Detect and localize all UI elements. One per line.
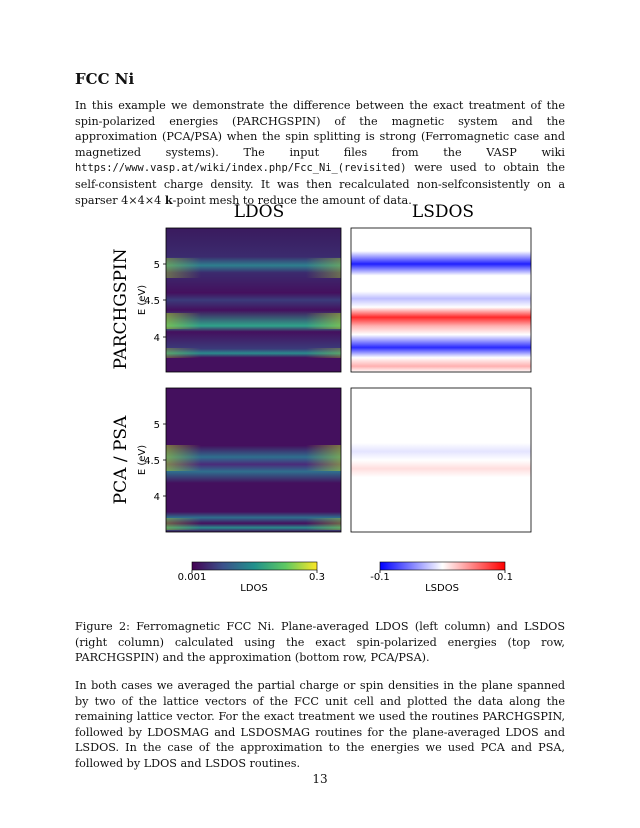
col-title-ldos: LDOS xyxy=(234,202,285,222)
panel-ldos-parchgspin xyxy=(165,227,342,373)
intro-paragraph: In this example we demonstrate the diffe… xyxy=(75,98,565,208)
ytick-label: 5 xyxy=(154,260,160,271)
kpoint-symbol: k xyxy=(164,192,173,207)
ytick-label: 4.5 xyxy=(144,456,160,467)
row-title-pca-psa: PCA / PSA xyxy=(111,415,131,504)
colorbar-ldos: 0.001 0.3 LDOS xyxy=(178,561,325,594)
colorbar-lsdos-min: -0.1 xyxy=(370,572,390,583)
wiki-url[interactable]: https://www.vasp.at/wiki/index.php/Fcc_N… xyxy=(75,162,407,175)
yticks-bottom: 5 4.5 4 xyxy=(144,420,166,503)
ytick-label: 4 xyxy=(154,492,160,503)
ytick-label: 5 xyxy=(154,420,160,431)
intro-text-a: In this example we demonstrate the diffe… xyxy=(75,99,565,159)
colorbar-lsdos-label: LSDOS xyxy=(425,583,459,594)
panel-ldos-pca-psa xyxy=(165,387,342,533)
body-paragraph: In both cases we averaged the partial ch… xyxy=(75,679,565,770)
ytick-label: 4 xyxy=(154,333,160,344)
intro-text-b: were used to obtain the self-consistent … xyxy=(75,161,565,207)
section-heading: FCC Ni xyxy=(75,70,135,88)
colorbar-lsdos-max: 0.1 xyxy=(497,572,513,583)
figure-caption: Figure 2: Ferromagnetic FCC Ni. Plane-av… xyxy=(75,620,565,665)
intro-text-c: -point mesh to reduce the amount of data… xyxy=(172,193,412,207)
ylabel-bottom: E (eV) xyxy=(137,445,148,475)
panel-lsdos-pca-psa xyxy=(350,387,532,533)
yticks-top: 5 4.5 4 xyxy=(144,260,166,344)
row-title-parchgspin: PARCHGSPIN xyxy=(111,248,131,369)
colorbar-ldos-min: 0.001 xyxy=(178,572,207,583)
col-title-lsdos: LSDOS xyxy=(412,202,474,222)
colorbar-ldos-label: LDOS xyxy=(240,583,268,594)
page-number: 13 xyxy=(312,772,328,786)
ylabel-top: E (eV) xyxy=(137,285,148,315)
colorbar-ldos-max: 0.3 xyxy=(309,572,325,583)
panel-lsdos-parchgspin xyxy=(350,227,532,373)
colorbar-lsdos: -0.1 0.1 LSDOS xyxy=(370,561,513,594)
ytick-label: 4.5 xyxy=(144,296,160,307)
